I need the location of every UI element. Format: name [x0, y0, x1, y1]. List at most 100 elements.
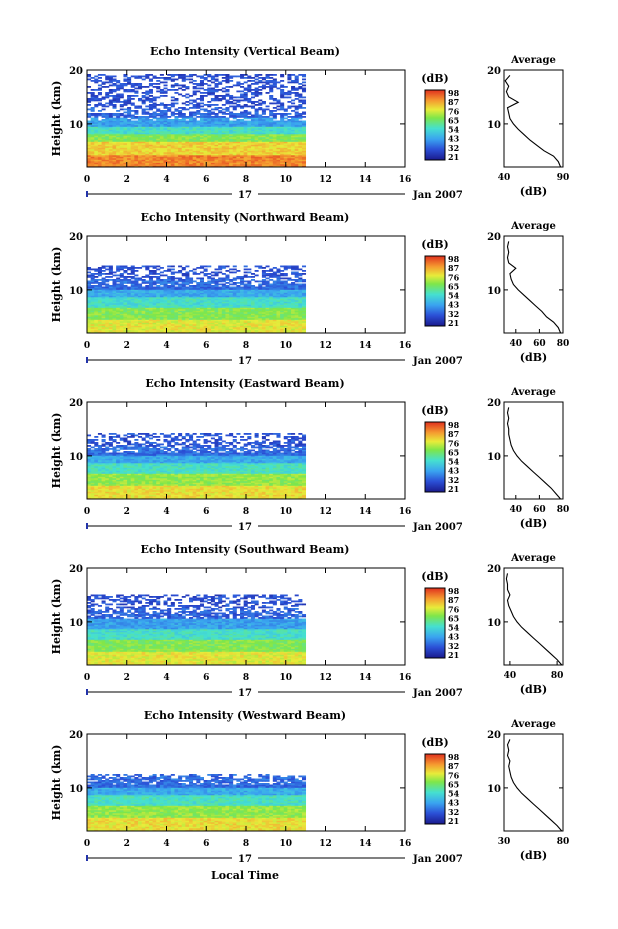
heatmap-cell: [167, 297, 172, 299]
heatmap-cell: [127, 158, 132, 160]
heatmap-cell: [181, 313, 186, 316]
heatmap-cell: [116, 310, 121, 313]
heatmap-cell: [101, 155, 106, 157]
heatmap-cell: [90, 128, 95, 130]
heatmap-cell: [97, 155, 102, 157]
heatmap-cell: [123, 144, 128, 147]
heatmap-cell: [269, 313, 274, 316]
heatmap-cell: [225, 312, 230, 314]
heatmap-cell: [192, 301, 197, 304]
heatmap-cell: [101, 152, 106, 154]
heatmap-cell: [243, 292, 248, 295]
heatmap-cell: [199, 158, 204, 160]
heatmap-cell: [141, 128, 146, 130]
heatmap-cell: [112, 119, 117, 121]
heatmap-cell: [181, 301, 186, 304]
heatmap-cell: [163, 282, 168, 284]
heatmap-cell: [134, 132, 139, 135]
heatmap-cell: [134, 165, 139, 168]
heatmap-cell: [272, 321, 277, 323]
heatmap-cell: [148, 129, 153, 132]
heatmap-cell: [232, 312, 237, 314]
heatmap-cell: [141, 146, 146, 148]
heatmap-cell: [105, 298, 110, 301]
heatmap-cell: [236, 164, 241, 166]
heatmap-cell: [214, 319, 219, 322]
heatmap-cell: [87, 155, 92, 157]
heatmap-cell: [148, 90, 153, 93]
heatmap-cell: [210, 315, 215, 317]
heatmap-cell: [87, 165, 92, 168]
heatmap-cell: [236, 99, 241, 102]
heatmap-cell: [218, 98, 223, 100]
heatmap-cell: [287, 132, 292, 135]
heatmap-cell: [203, 77, 208, 79]
heatmap-cell: [196, 318, 201, 320]
heatmap-cell: [214, 312, 219, 314]
heatmap-cell: [243, 306, 248, 308]
heatmap-cell: [97, 84, 102, 87]
heatmap-cell: [272, 140, 277, 142]
heatmap-cell: [261, 295, 266, 298]
heatmap-cell: [258, 292, 263, 295]
heatmap-cell: [94, 114, 99, 117]
heatmap-cell: [148, 114, 153, 117]
heatmap-cell: [130, 116, 135, 118]
heatmap-cell: [105, 165, 110, 168]
heatmap-cell: [232, 162, 237, 165]
heatmap-cell: [294, 120, 299, 123]
heatmap-cell: [123, 328, 128, 331]
heatmap-cell: [123, 307, 128, 310]
heatmap-cell: [170, 322, 175, 325]
heatmap-cell: [141, 165, 146, 168]
heatmap-cell: [181, 282, 186, 284]
heatmap-cell: [185, 297, 190, 299]
heatmap-cell: [210, 327, 215, 329]
heatmap-cell: [221, 77, 226, 79]
heatmap-cell: [185, 292, 190, 295]
heatmap-cell: [167, 164, 172, 166]
heatmap-cell: [134, 307, 139, 310]
heatmap-cell: [170, 283, 175, 286]
heatmap-cell: [130, 162, 135, 165]
heatmap-cell: [192, 140, 197, 142]
heatmap-cell: [163, 310, 168, 313]
heatmap-cell: [90, 95, 95, 97]
heatmap-cell: [127, 134, 132, 136]
heatmap-cell: [159, 325, 164, 328]
heatmap-cell: [105, 325, 110, 328]
heatmap-cell: [130, 128, 135, 130]
heatmap-cell: [210, 152, 215, 154]
heatmap-cell: [181, 285, 186, 287]
heatmap-cell: [167, 77, 172, 79]
heatmap-cell: [108, 104, 113, 106]
heatmap-cell: [287, 96, 292, 99]
heatmap-cell: [214, 318, 219, 320]
heatmap-cell: [174, 117, 179, 120]
heatmap-cell: [272, 162, 277, 165]
heatmap-cell: [240, 288, 245, 290]
heatmap-cell: [94, 132, 99, 135]
heatmap-cell: [90, 158, 95, 160]
heatmap-cell: [123, 288, 128, 290]
heatmap-cell: [243, 298, 248, 301]
heatmap-cell: [283, 125, 288, 127]
heatmap-cell: [123, 327, 128, 329]
heatmap-cell: [192, 307, 197, 310]
heatmap-cell: [134, 126, 139, 129]
heatmap-cell: [240, 303, 245, 305]
heatmap-cell: [170, 309, 175, 311]
heatmap-cell: [152, 113, 157, 115]
heatmap-cell: [269, 141, 274, 144]
heatmap-cell: [203, 298, 208, 301]
heatmap-cell: [287, 146, 292, 148]
heatmap-cell: [108, 310, 113, 313]
heatmap-cell: [221, 123, 226, 126]
heatmap-cell: [134, 159, 139, 162]
heatmap-cell: [87, 152, 92, 154]
heatmap-cell: [167, 300, 172, 302]
heatmap-cell: [90, 77, 95, 79]
heatmap-cell: [207, 162, 212, 165]
heatmap-cell: [210, 131, 215, 133]
heatmap-cell: [218, 164, 223, 166]
